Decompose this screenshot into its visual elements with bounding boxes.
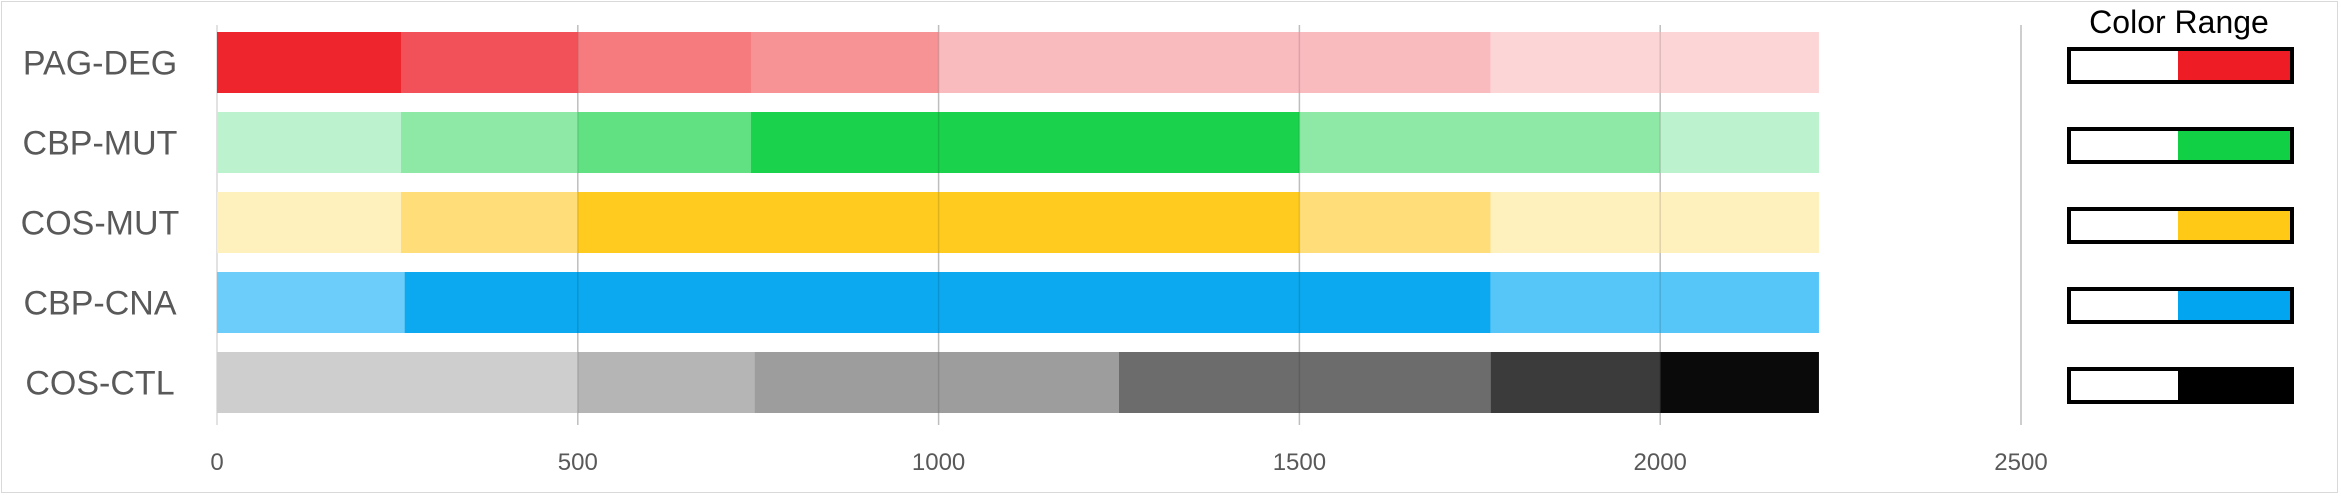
bar-segment	[1299, 112, 1661, 173]
legend-swatch-high	[2178, 369, 2292, 402]
category-label: COS-CTL	[25, 365, 174, 403]
x-tick-label: 2500	[1994, 449, 2047, 476]
legend-swatch-border	[2067, 287, 2294, 324]
bar-segment	[1490, 352, 1661, 413]
category-label: CBP-MUT	[23, 125, 178, 163]
legend-swatch	[2067, 367, 2294, 404]
bar-row	[217, 32, 1819, 93]
x-tick-label: 1000	[912, 449, 965, 476]
x-tick-label: 1500	[1273, 449, 1326, 476]
bar-segment	[750, 32, 939, 93]
legend-swatch-high	[2178, 49, 2292, 82]
legend-swatch	[2067, 287, 2294, 324]
bar-segment	[750, 112, 1300, 173]
bar-segment	[401, 32, 578, 93]
category-label: PAG-DEG	[23, 45, 177, 83]
legend-swatch-low	[2069, 289, 2178, 322]
legend-layer: Color Range	[2067, 4, 2294, 404]
labels-layer: 0 500 1000 1500 2000 2500 PAG-DEG CBP-MUT COS-MU…	[21, 45, 2048, 477]
bar-segment	[1660, 352, 1819, 413]
legend-swatch-low	[2069, 209, 2178, 242]
legend-swatch-high	[2178, 129, 2292, 162]
legend-swatch-low	[2069, 129, 2178, 162]
bar-row	[217, 352, 1819, 413]
bar-segment	[217, 352, 578, 413]
legend-swatch-high	[2178, 209, 2292, 242]
bar-segment	[1490, 192, 1819, 253]
legend-swatch	[2067, 207, 2294, 244]
bar-segment	[577, 32, 751, 93]
bar-segment	[577, 192, 1300, 253]
bar-segment	[1490, 272, 1819, 333]
bar-segment	[217, 272, 405, 333]
bar-segment	[754, 352, 1119, 413]
bar-segment	[401, 112, 578, 173]
bar-segment	[1660, 112, 1819, 173]
bar-segment	[1299, 192, 1491, 253]
bar-row	[217, 192, 1819, 253]
legend-swatch-border	[2067, 127, 2294, 164]
bar-segment	[577, 352, 755, 413]
bar-segment	[401, 192, 578, 253]
bar-segment	[217, 32, 402, 93]
category-label: CBP-CNA	[23, 285, 176, 323]
bar-segment	[1119, 352, 1491, 413]
bar-segment	[217, 192, 402, 253]
x-tick-label: 2000	[1634, 449, 1687, 476]
legend-swatch-low	[2069, 369, 2178, 402]
legend-swatch-low	[2069, 49, 2178, 82]
bar-segment	[938, 32, 1491, 93]
legend-swatch-border	[2067, 367, 2294, 404]
bar-segment	[577, 112, 751, 173]
legend-swatch-border	[2067, 47, 2294, 84]
bars-layer	[217, 25, 2022, 425]
x-tick-label: 500	[558, 449, 598, 476]
bar-segment	[1490, 32, 1819, 93]
bar-row	[217, 112, 1819, 173]
legend-swatch	[2067, 47, 2294, 84]
legend-swatch-high	[2178, 289, 2292, 322]
bar-segment	[404, 272, 1491, 333]
legend-swatch	[2067, 127, 2294, 164]
x-tick-label: 0	[210, 449, 223, 476]
bar-segment	[217, 112, 402, 173]
legend-swatch-border	[2067, 207, 2294, 244]
category-label: COS-MUT	[21, 205, 180, 243]
bar-row	[217, 272, 1819, 333]
legend-title: Color Range	[2089, 4, 2269, 40]
